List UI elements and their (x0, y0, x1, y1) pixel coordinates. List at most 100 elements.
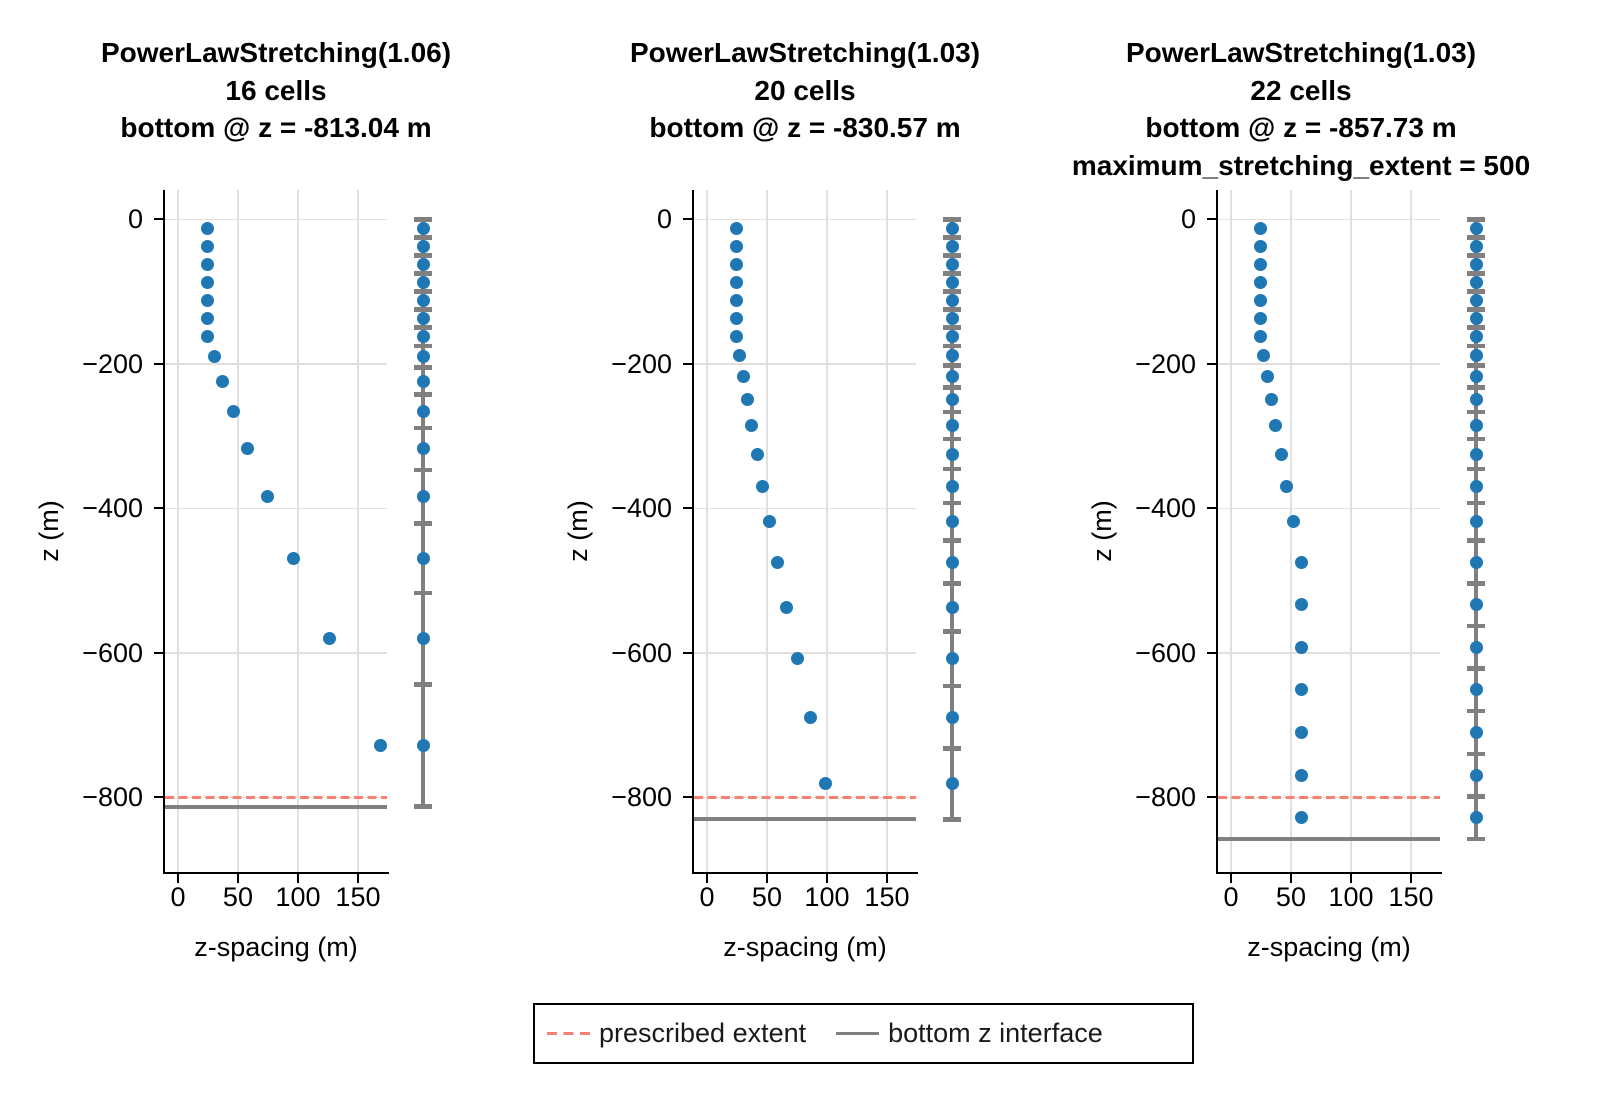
z-center-dot (416, 257, 430, 271)
z-spacing-dot (740, 393, 754, 407)
z-face-tick (1467, 538, 1485, 543)
z-center-dot (416, 312, 430, 326)
z-face-tick (1467, 708, 1485, 714)
z-center-dot (945, 221, 959, 235)
x-tick-label: 150 (864, 882, 910, 912)
gridline-horizontal (694, 218, 916, 221)
gridline-horizontal (1218, 218, 1440, 221)
z-center-dot (945, 652, 959, 666)
z-face-tick (1467, 794, 1485, 799)
x-tick-mark (236, 874, 239, 883)
bottom-z-interface-legend-line (836, 1031, 880, 1036)
z-center-dot (945, 312, 959, 326)
prescribed-extent-line (1218, 795, 1440, 799)
bottom-z-interface-line (165, 804, 387, 809)
z-spacing-dot (1260, 370, 1274, 384)
z-face-tick (943, 500, 961, 506)
gridline-horizontal (165, 507, 387, 510)
z-center-dot (945, 479, 959, 493)
z-center-dot (416, 632, 430, 646)
interface-column-line (1474, 219, 1478, 839)
x-tick-mark (825, 874, 828, 883)
prescribed-extent-legend-line (547, 1031, 590, 1036)
x-tick-mark (296, 874, 299, 883)
z-spacing-dot (286, 551, 300, 565)
z-face-tick (414, 289, 432, 294)
z-center-dot (945, 555, 959, 569)
z-face-tick (943, 307, 961, 312)
panel3-title: PowerLawStretching(1.03) 22 cells bottom… (1001, 34, 1600, 184)
z-spacing-dot (201, 257, 215, 271)
gridline-vertical (706, 190, 708, 872)
z-face-tick (414, 325, 432, 330)
z-face-tick (1467, 325, 1485, 330)
z-spacing-dot (207, 350, 221, 364)
panel1-title-line3: bottom @ z = -813.04 m (120, 112, 432, 143)
z-center-dot (945, 447, 959, 461)
y-tick-label: −800 (611, 782, 672, 813)
z-spacing-dot (1254, 330, 1268, 344)
z-face-tick (943, 343, 961, 348)
z-spacing-dot (750, 447, 764, 461)
y-tick-mark (154, 218, 163, 221)
x-tick-label: 0 (699, 882, 715, 912)
z-center-dot (945, 239, 959, 253)
panel3-title-line4: maximum_stretching_extent = 500 (1071, 149, 1531, 181)
panel3-title-line3: bottom @ z = -857.73 m (1145, 112, 1457, 143)
z-spacing-dot (1254, 239, 1268, 253)
z-face-tick (414, 804, 432, 809)
z-face-tick (1467, 307, 1485, 312)
z-face-tick (1467, 343, 1485, 348)
z-center-dot (416, 239, 430, 253)
z-face-tick (943, 746, 961, 751)
z-spacing-dot (1254, 294, 1268, 308)
z-center-dot (1469, 393, 1483, 407)
z-face-tick (1467, 409, 1485, 415)
gridline-horizontal (1218, 507, 1440, 510)
z-face-tick (1467, 436, 1485, 442)
z-face-tick (943, 385, 961, 390)
z-center-dot (945, 349, 959, 363)
z-center-dot (1469, 683, 1483, 697)
z-face-tick (943, 253, 961, 258)
z-face-tick (1467, 623, 1485, 629)
y-tick-label: −600 (82, 637, 143, 668)
z-center-dot (945, 710, 959, 724)
z-center-dot (416, 739, 430, 753)
gridline-vertical (1350, 190, 1352, 872)
z-spacing-dot (1254, 312, 1268, 326)
z-spacing-dot (1264, 393, 1278, 407)
z-center-dot (416, 404, 430, 418)
z-center-dot (416, 490, 430, 504)
z-face-tick (1467, 289, 1485, 294)
gridline-horizontal (694, 363, 916, 365)
z-spacing-dot (1254, 257, 1268, 271)
z-spacing-dot (260, 490, 274, 504)
y-tick-label: −200 (82, 348, 143, 379)
z-center-dot (1469, 640, 1483, 654)
x-axis-spine (692, 872, 918, 874)
z-face-tick (1467, 271, 1485, 276)
y-tick-mark (154, 507, 163, 510)
x-tick-label: 150 (1388, 882, 1434, 912)
x-tick-label: 50 (1275, 882, 1306, 912)
z-center-dot (945, 370, 959, 384)
z-face-tick (943, 271, 961, 276)
z-center-dot (416, 374, 430, 388)
z-face-tick (414, 365, 432, 370)
z-spacing-dot (730, 257, 744, 271)
z-center-dot (416, 294, 430, 308)
z-face-tick (414, 521, 432, 526)
y-tick-mark (683, 651, 692, 654)
z-face-tick (414, 682, 432, 687)
gridline-horizontal (694, 507, 916, 510)
z-spacing-dot (374, 739, 388, 753)
z-spacing-dot (1280, 479, 1294, 493)
panel1-title-line1: PowerLawStretching(1.06) (100, 37, 452, 68)
z-spacing-dot (1295, 811, 1309, 825)
z-spacing-dot (1287, 515, 1301, 529)
gridline-vertical (177, 190, 179, 872)
y-tick-mark (154, 651, 163, 654)
z-face-tick (414, 343, 432, 348)
panel1-x-axis-label: z-spacing (m) (194, 932, 358, 962)
